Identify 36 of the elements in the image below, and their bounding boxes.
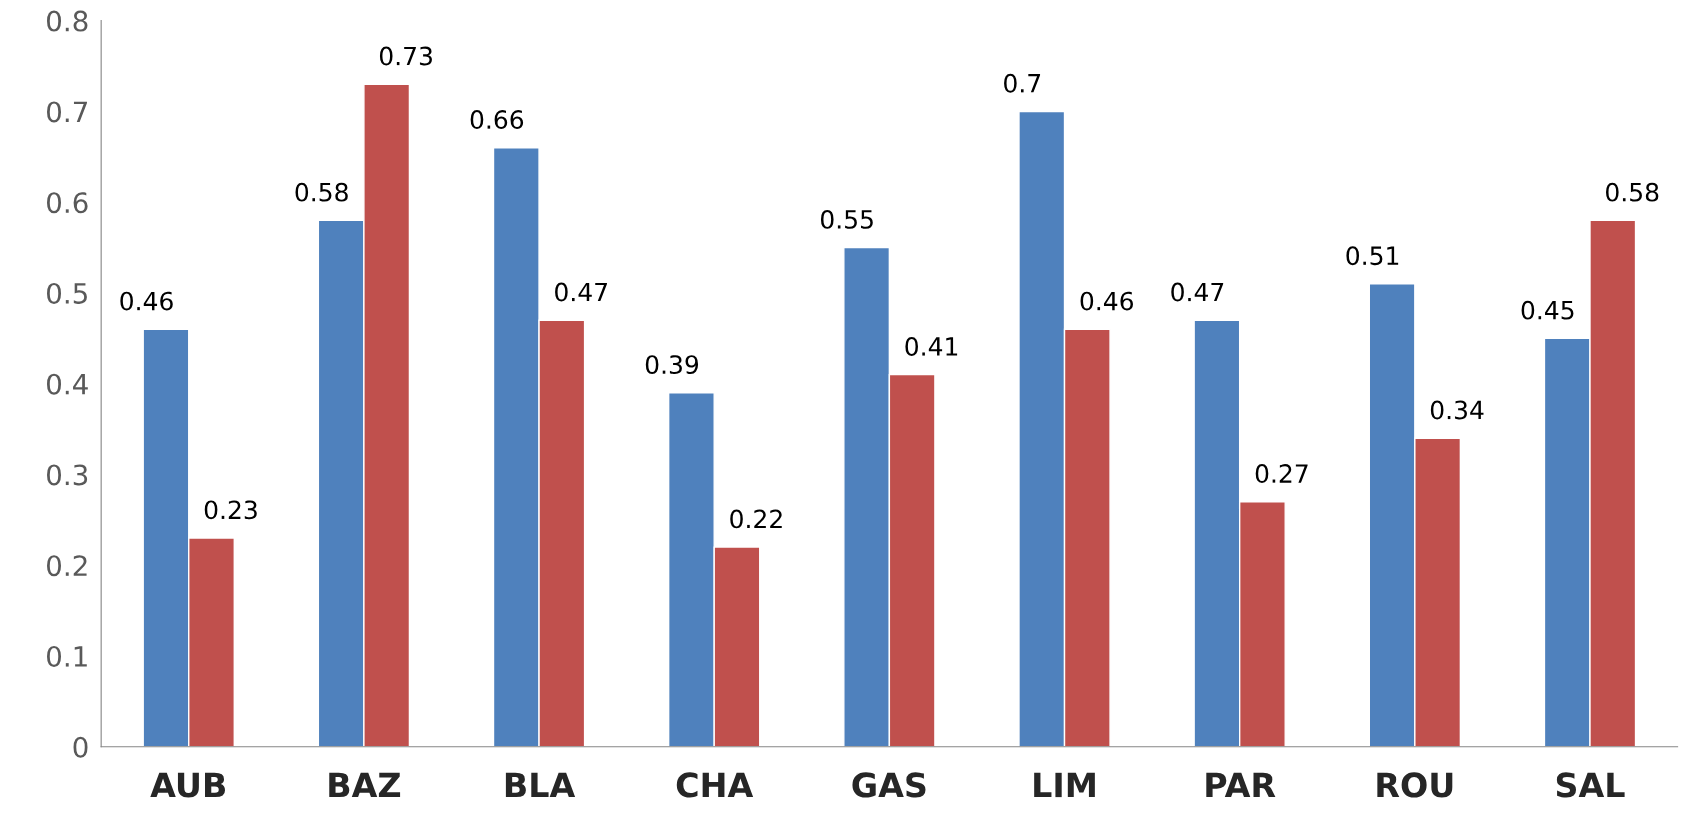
data-label: 0.58 [295,182,348,202]
x-tick-label: CHA [676,772,754,798]
x-tick-label: LIM [1034,772,1095,798]
data-label: 0.58 [1606,182,1659,202]
data-label: 0.46 [120,291,173,311]
x-tick-label: AUB [150,772,226,798]
y-tick-label: 0 [73,736,88,758]
data-label: 0.23 [204,500,257,520]
data-label: 0.73 [379,46,432,66]
x-tick-label: GAS [852,772,926,798]
data-label: 0.27 [1255,464,1308,483]
data-label: 0.45 [1521,300,1574,320]
data-label: 0.66 [470,110,524,130]
data-label: 0.7 [1004,73,1041,93]
x-tick-label: BLA [505,772,576,798]
data-label: 0.39 [645,355,699,375]
data-label: 0.41 [905,337,958,356]
data-label: 0.47 [555,282,607,302]
x-tick-label: BAZ [329,772,401,798]
x-tick-label: SAL [1556,772,1625,798]
y-tick-label: 0.3 [47,464,88,486]
y-tick-label: 0.7 [47,101,87,123]
data-label: 0.34 [1430,400,1484,420]
y-tick-label: 0.8 [47,10,88,32]
data-label: 0.51 [1346,246,1399,266]
x-tick-label: ROU [1377,772,1453,798]
y-tick-label: 0.6 [47,192,88,214]
data-label: 0.46 [1080,291,1133,311]
y-tick-label: 0.4 [47,373,88,395]
y-tick-label: 0.1 [47,645,87,667]
y-tick-label: 0.5 [47,282,87,304]
data-label: 0.55 [820,209,873,229]
y-tick-label: 0.2 [47,555,87,577]
data-label: 0.22 [730,509,782,529]
data-label: 0.47 [1171,282,1224,302]
x-tick-label: PAR [1206,772,1276,798]
